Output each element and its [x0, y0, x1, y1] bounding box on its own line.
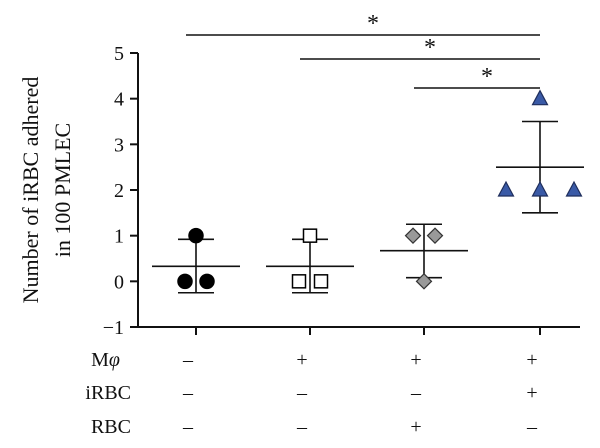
- y-tick-label: −1: [103, 317, 124, 339]
- condition-value: –: [182, 416, 194, 438]
- condition-value: –: [182, 382, 194, 404]
- condition-value: +: [526, 349, 537, 371]
- data-point: [313, 274, 329, 289]
- condition-value: –: [182, 349, 194, 371]
- data-point: [404, 227, 422, 245]
- significance-marker: *: [481, 64, 493, 90]
- y-tick-label: 2: [114, 180, 124, 202]
- condition-value: –: [296, 382, 308, 404]
- data-point: [302, 228, 318, 243]
- condition-value: –: [410, 382, 422, 404]
- condition-value: +: [410, 349, 421, 371]
- y-tick-label: 0: [114, 271, 124, 293]
- data-point: [188, 227, 204, 244]
- condition-label-irbc: iRBC: [85, 382, 131, 404]
- significance-marker: *: [424, 35, 436, 61]
- data-point: [199, 273, 215, 290]
- condition-value: +: [410, 416, 421, 438]
- condition-table: Mφ iRBC RBC – + + + – – – + – – + –: [85, 349, 538, 438]
- data-point: [531, 180, 549, 197]
- condition-value: +: [296, 349, 307, 371]
- data-point: [497, 180, 515, 197]
- y-axis-label-line-2: in 100 PMLEC: [50, 123, 75, 257]
- condition-value: –: [296, 416, 308, 438]
- y-axis-label-line-1: Number of iRBC adhered: [18, 77, 43, 304]
- condition-label-rbc: RBC: [91, 416, 131, 438]
- y-tick-label: 3: [114, 134, 124, 156]
- plot-area: −1 0 1 2 3 4 5 * * *: [103, 11, 584, 339]
- significance-marker: *: [367, 11, 379, 37]
- data-point: [177, 273, 193, 290]
- y-axis-label: Number of iRBC adhered in 100 PMLEC: [18, 77, 75, 304]
- data-point: [565, 180, 583, 197]
- condition-value: –: [526, 416, 538, 438]
- condition-value: +: [526, 382, 537, 404]
- condition-label-macrophage: Mφ: [91, 349, 120, 371]
- data-point: [426, 227, 444, 245]
- data-point: [531, 89, 549, 106]
- data-point: [291, 274, 307, 289]
- y-tick-label: 5: [114, 43, 124, 65]
- y-tick-label: 4: [114, 89, 124, 111]
- y-tick-label: 1: [114, 226, 124, 248]
- data-point: [415, 272, 433, 290]
